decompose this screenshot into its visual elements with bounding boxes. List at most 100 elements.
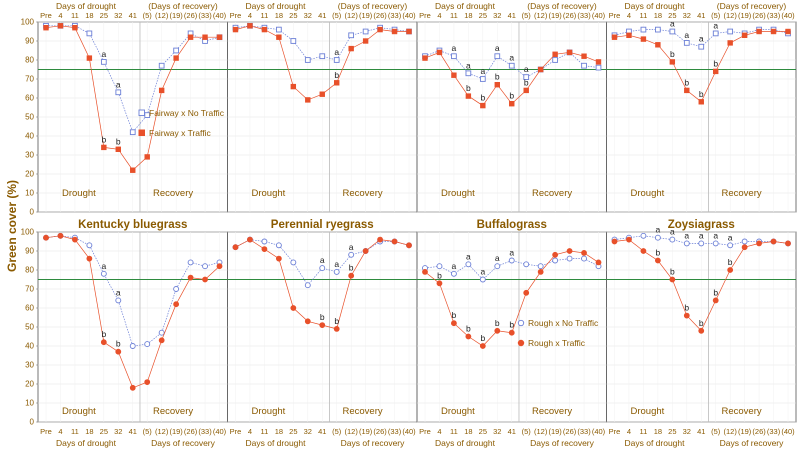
- data-point: [275, 255, 282, 262]
- data-point: [348, 251, 355, 258]
- x-axis-label-recovery: Days of recovery: [341, 438, 406, 448]
- data-point: [552, 257, 559, 264]
- y-tick-label: 80: [25, 266, 34, 275]
- data-point: [158, 62, 165, 69]
- x-tick-label: (19): [548, 11, 562, 20]
- x-axis-label-drought: Days of drought: [56, 1, 117, 11]
- y-tick-label: 10: [25, 399, 34, 408]
- data-point: [276, 26, 282, 33]
- significance-letter: b: [466, 324, 471, 334]
- x-tick-label: 11: [640, 11, 648, 20]
- data-point: [669, 276, 676, 283]
- data-point: [523, 261, 530, 268]
- x-axis-label-drought: Days of drought: [245, 438, 306, 448]
- y-tick-label: 30: [25, 151, 34, 160]
- panel-grid: 0 10 20 30 40 50 60 70 80 90 100 0 10 20 30 40 50 60 70 80 9…: [21, 1, 797, 448]
- data-point: [261, 26, 268, 33]
- significance-letter: b: [524, 77, 529, 87]
- data-point: [72, 24, 78, 31]
- data-point: [537, 66, 544, 73]
- x-tick-label: (5): [522, 427, 532, 436]
- significance-letter: b: [480, 93, 485, 103]
- x-tick-label: (19): [738, 427, 752, 436]
- data-point: [683, 312, 690, 319]
- data-point: [333, 57, 340, 63]
- x-tick-label: (5): [522, 11, 532, 20]
- data-point: [232, 26, 239, 33]
- x-tick-label: (19): [548, 427, 562, 436]
- x-axis-label-recovery: Days of recovery: [530, 438, 595, 448]
- phase-label-recovery: Recovery: [722, 406, 762, 417]
- data-point: [362, 38, 369, 44]
- data-point: [508, 62, 515, 69]
- significance-letter: b: [684, 303, 689, 313]
- significance-letter: a: [713, 230, 718, 240]
- data-point: [333, 325, 340, 332]
- data-point: [655, 26, 661, 33]
- data-point: [290, 83, 297, 90]
- significance-letter: a: [466, 60, 471, 70]
- x-tick-label: 32: [114, 427, 122, 436]
- significance-letter: a: [320, 255, 325, 265]
- phase-label-recovery: Recovery: [153, 188, 193, 199]
- legend-label-traffic: Fairway x Traffic: [149, 128, 211, 138]
- phase-label-drought: Drought: [62, 406, 96, 417]
- x-tick-label: (26): [373, 427, 387, 436]
- significance-letter: b: [452, 310, 457, 320]
- x-tick-label: 18: [654, 427, 662, 436]
- data-point: [232, 244, 239, 251]
- data-point: [319, 53, 326, 60]
- data-point: [509, 101, 515, 107]
- data-point: [202, 263, 208, 270]
- data-point: [187, 34, 194, 40]
- x-tick-label: 32: [304, 427, 312, 436]
- data-point: [552, 51, 558, 58]
- x-tick-label: 4: [58, 11, 62, 20]
- significance-letter: a: [334, 47, 339, 57]
- y-tick-label: 100: [21, 228, 35, 237]
- x-tick-label: (40): [213, 427, 227, 436]
- data-point: [436, 263, 443, 270]
- x-tick-label: (19): [169, 11, 183, 20]
- data-point: [756, 28, 762, 35]
- phase-label-drought: Drought: [631, 406, 665, 417]
- x-tick-label: Pre: [419, 11, 431, 20]
- data-point: [785, 240, 791, 247]
- x-tick-label: 4: [437, 427, 441, 436]
- data-point: [158, 337, 165, 344]
- x-tick-label: 4: [437, 11, 441, 20]
- y-tick-label: 40: [25, 342, 34, 351]
- data-point: [422, 55, 428, 61]
- x-tick-label: (5): [332, 427, 342, 436]
- significance-letter: a: [699, 230, 704, 240]
- y-tick-label: 50: [25, 113, 34, 122]
- x-tick-label: 41: [697, 11, 705, 20]
- significance-letter: b: [656, 248, 661, 258]
- data-point: [756, 240, 762, 247]
- data-point: [595, 59, 602, 65]
- x-tick-label: (19): [359, 427, 373, 436]
- x-tick-label: 32: [304, 11, 312, 20]
- data-point: [319, 322, 326, 328]
- data-point: [173, 286, 180, 292]
- x-tick-label: 11: [450, 427, 458, 436]
- y-tick-label: 0: [30, 418, 35, 427]
- x-axis-label-recovery: (Days of recovery): [338, 1, 408, 11]
- x-tick-label: Pre: [609, 11, 621, 20]
- x-tick-label: 32: [493, 11, 501, 20]
- significance-letter: a: [495, 253, 500, 263]
- x-tick-label: (19): [738, 11, 752, 20]
- data-point: [144, 379, 151, 385]
- legend-label-traffic: Rough x Traffic: [528, 338, 586, 348]
- x-tick-label: 18: [275, 427, 283, 436]
- data-point: [348, 45, 354, 52]
- chart-panel: Drought Recovery Pre 4 11 18 25 32 41 (5) (12) (19)…: [416, 219, 607, 448]
- y-tick-label: 20: [25, 380, 34, 389]
- x-tick-label: (40): [592, 11, 606, 20]
- data-point: [640, 248, 647, 254]
- significance-letter: b: [495, 318, 500, 328]
- data-point: [581, 255, 587, 262]
- x-tick-label: Pre: [230, 427, 242, 436]
- significance-letter: a: [349, 242, 354, 252]
- x-tick-label: (5): [332, 11, 342, 20]
